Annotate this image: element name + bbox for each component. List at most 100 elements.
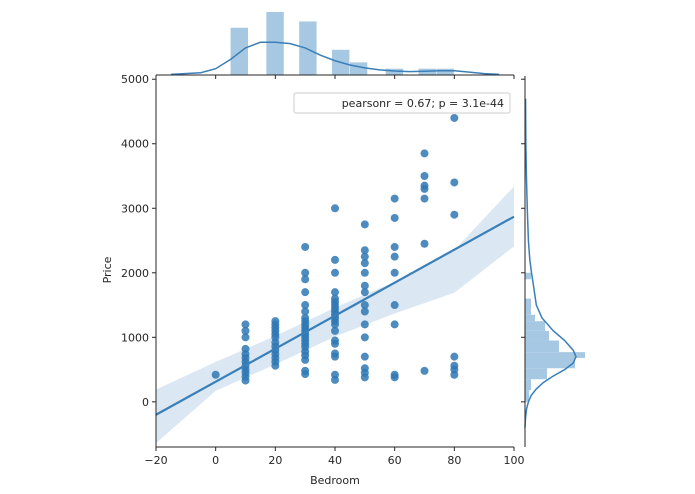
data-point (331, 336, 339, 345)
data-point (360, 301, 369, 310)
data-point (390, 301, 399, 310)
x-tick-label: 60 (388, 454, 402, 467)
y-marginal-bar (525, 368, 547, 380)
data-point (360, 320, 369, 329)
data-point (301, 366, 310, 375)
data-point (360, 220, 369, 229)
y-tick-label: 1000 (121, 331, 149, 344)
data-point (390, 268, 399, 277)
data-point (271, 317, 280, 326)
data-point (331, 294, 339, 303)
data-point (450, 113, 459, 122)
x-marginal-bar (299, 21, 317, 75)
data-point (420, 239, 429, 248)
x-tick-label: 80 (447, 454, 461, 467)
data-point (360, 246, 369, 255)
x-marginal-bar (230, 27, 248, 75)
data-point (241, 333, 250, 342)
data-point (331, 288, 339, 297)
data-point (390, 194, 399, 203)
data-point (241, 320, 250, 329)
y-marginal-bar (525, 330, 549, 341)
data-point (360, 364, 369, 373)
data-point (360, 288, 369, 297)
x-tick-label: −20 (144, 454, 167, 467)
regression-line (155, 215, 515, 416)
x-tick-label: 100 (504, 454, 525, 467)
data-point (390, 213, 399, 222)
y-marginal-bar (525, 379, 531, 391)
data-point (301, 242, 310, 251)
data-point (301, 268, 310, 277)
data-point (301, 288, 310, 297)
data-point (301, 275, 310, 284)
x-marginal-ticks (155, 75, 515, 79)
data-point (450, 210, 459, 219)
data-point (450, 352, 459, 361)
data-point (420, 181, 429, 190)
data-point (331, 370, 339, 379)
data-point (331, 326, 339, 335)
x-marginal-bar (436, 68, 454, 75)
y-tick-label: 3000 (121, 202, 149, 215)
y-marginal-kde (524, 98, 577, 428)
y-tick-label: 5000 (121, 73, 149, 86)
data-point (450, 361, 459, 370)
y-marginal-bar (525, 340, 559, 353)
data-point (420, 366, 429, 375)
y-marginal-bar (525, 314, 535, 322)
x-marginal-bar (385, 68, 404, 75)
data-point (450, 178, 459, 187)
data-point (420, 149, 429, 158)
x-marginal-bar (349, 62, 368, 75)
y-marginal-bar (525, 352, 585, 358)
data-point (360, 281, 369, 290)
data-point (241, 344, 250, 353)
y-tick-label: 2000 (121, 267, 149, 280)
data-point (301, 301, 310, 310)
y-marginal-bar (525, 390, 529, 402)
y-marginal-bar (525, 272, 531, 280)
data-point (420, 172, 429, 181)
x-axis-title: Bedroom (310, 474, 360, 487)
data-point (331, 255, 339, 264)
x-tick-label: 20 (268, 454, 282, 467)
x-marginal-kde (170, 41, 500, 76)
data-point (360, 259, 369, 268)
y-axis-title: Price (101, 256, 114, 283)
data-point (390, 242, 399, 251)
data-point (360, 333, 369, 342)
data-point (360, 307, 369, 316)
y-tick-label: 4000 (121, 138, 149, 151)
y-marginal-histogram (525, 272, 585, 402)
data-point (360, 268, 369, 277)
y-marginal-bar (525, 298, 531, 315)
data-point (301, 313, 310, 322)
stats-legend: pearsonr = 0.67; p = 3.1e-44 (293, 92, 511, 114)
data-point (390, 252, 399, 261)
data-point (420, 194, 429, 203)
data-point (241, 326, 250, 335)
y-ticks: 0 1000 2000 3000 4000 5000 (121, 73, 156, 409)
data-point (331, 204, 339, 213)
y-marginal-bar (525, 357, 575, 369)
legend-annotation-text: pearsonr = 0.67; p = 3.1e-44 (342, 97, 504, 110)
x-tick-label: 0 (212, 454, 219, 467)
y-marginal-bar (525, 321, 545, 331)
data-point (390, 370, 399, 379)
data-point (390, 320, 399, 329)
data-point (211, 370, 220, 379)
scatter-points-layer (211, 113, 459, 385)
data-point (301, 307, 310, 316)
x-marginal-histogram (230, 12, 454, 75)
data-point (360, 352, 369, 361)
x-ticks: −20 0 20 40 60 80 100 (144, 447, 525, 467)
x-tick-label: 40 (328, 454, 342, 467)
legend-box (293, 92, 511, 114)
y-tick-label: 0 (142, 396, 149, 409)
data-point (331, 268, 339, 277)
data-point (331, 349, 339, 358)
data-point (360, 252, 369, 261)
regression-line-layer (155, 215, 515, 416)
